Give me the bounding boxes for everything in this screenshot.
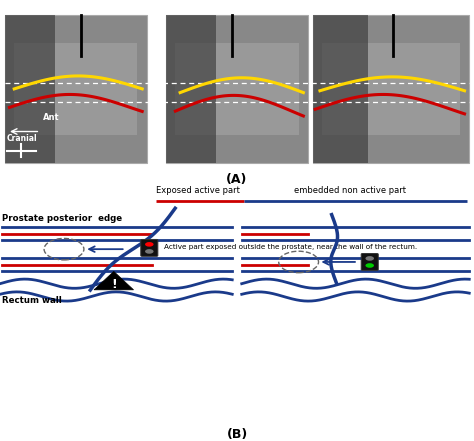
Text: Rectum wall: Rectum wall [2,296,62,305]
Circle shape [145,249,154,254]
Text: Active part exposed outside the prostate, near the wall of the rectum.: Active part exposed outside the prostate… [164,244,417,250]
Text: (A): (A) [226,173,248,186]
Text: (B): (B) [227,428,247,441]
Text: embedded non active part: embedded non active part [294,186,406,195]
Text: Prostate posterior  edge: Prostate posterior edge [2,214,122,223]
Text: !: ! [111,278,117,292]
FancyBboxPatch shape [141,239,158,256]
FancyBboxPatch shape [175,43,299,135]
FancyBboxPatch shape [5,15,147,163]
FancyBboxPatch shape [166,15,308,163]
Circle shape [365,263,374,268]
FancyBboxPatch shape [361,254,378,270]
FancyBboxPatch shape [14,43,137,135]
Text: Cranial: Cranial [7,134,38,143]
Circle shape [365,256,374,261]
FancyBboxPatch shape [5,15,55,163]
Text: Exposed active part: Exposed active part [156,186,240,195]
FancyBboxPatch shape [313,15,368,163]
FancyBboxPatch shape [166,15,216,163]
Polygon shape [94,271,134,290]
Text: Ant: Ant [43,113,59,123]
Circle shape [145,242,154,247]
FancyBboxPatch shape [313,15,469,163]
FancyBboxPatch shape [322,43,460,135]
